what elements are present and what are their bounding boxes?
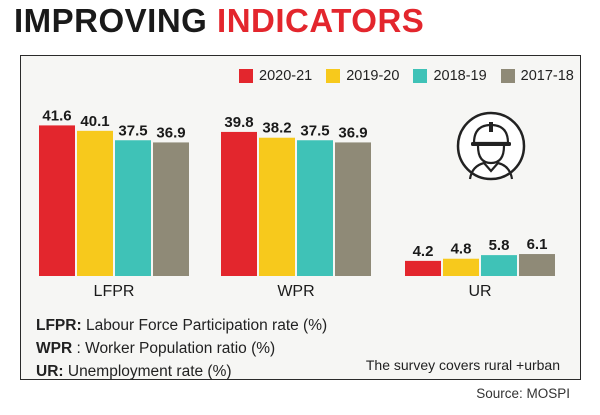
data-label: 4.8 (451, 241, 472, 258)
bar-lfpr-2018-19 (115, 140, 151, 276)
data-label: 6.1 (527, 236, 548, 253)
title-part-2: INDICATORS (217, 2, 425, 39)
note-text: : Worker Population ratio (%) (72, 340, 276, 357)
chart-panel: 2020-21 2019-20 2018-19 2017-18 41.6 40.1… (20, 55, 581, 380)
note-abbr: UR: (36, 363, 64, 380)
data-label: 40.1 (80, 113, 109, 130)
legend-label: 2020-21 (259, 68, 313, 84)
bar-wpr-2017-18 (335, 142, 371, 276)
data-label: 4.2 (413, 243, 434, 260)
survey-note: The survey covers rural +urban (365, 357, 560, 373)
data-label: 38.2 (262, 120, 291, 137)
legend-label: 2019-20 (346, 68, 400, 84)
bar-lfpr-2017-18 (153, 142, 189, 276)
category-label: UR (468, 283, 491, 300)
bar-lfpr-2019-20 (77, 130, 113, 276)
legend-swatch (413, 69, 428, 83)
note-lfpr: LFPR: Labour Force Participation rate (%… (36, 314, 327, 337)
legend-swatch (326, 69, 341, 83)
note-text: Labour Force Participation rate (%) (81, 317, 328, 334)
category-label: LFPR (94, 283, 135, 300)
construction-worker-icon (456, 111, 526, 181)
note-abbr: LFPR: (36, 317, 82, 334)
data-label: 37.5 (118, 122, 147, 139)
bar-wpr-2019-20 (259, 137, 295, 276)
bar-ur-2020-21 (405, 260, 441, 276)
legend-label: 2018-19 (433, 68, 487, 84)
note-wpr: WPR : Worker Population ratio (%) (36, 337, 327, 360)
note-text: Unemployment rate (%) (63, 363, 232, 380)
note-ur: UR: Unemployment rate (%) (36, 360, 327, 383)
notes: LFPR: Labour Force Participation rate (%… (36, 314, 327, 383)
bar-wpr-2020-21 (221, 131, 257, 276)
legend-item-2017-18: 2017-18 (500, 68, 574, 84)
category-label: WPR (277, 283, 314, 300)
legend-item-2019-20: 2019-20 (326, 68, 399, 84)
bar-ur-2017-18 (519, 254, 555, 276)
note-abbr: WPR (36, 340, 73, 357)
bar-lfpr-2020-21 (39, 125, 75, 277)
bar-wpr-2018-19 (297, 140, 333, 276)
legend: 2020-21 2019-20 2018-19 2017-18 (239, 68, 574, 84)
legend-swatch (500, 69, 515, 83)
data-label: 5.8 (489, 237, 510, 254)
data-label: 41.6 (42, 107, 71, 124)
bar-chart: 41.6 40.1 37.5 36.9 LFPR 39.8 38.2 37.5 36.9 WPR 4… (39, 107, 555, 300)
data-label: 37.5 (300, 122, 329, 139)
chart-title: IMPROVING INDICATORS (14, 2, 424, 40)
title-part-1: IMPROVING (14, 2, 208, 39)
data-label: 36.9 (156, 124, 185, 141)
legend-swatch (239, 69, 253, 83)
bar-ur-2018-19 (481, 255, 517, 276)
legend-item-2018-19: 2018-19 (413, 68, 487, 84)
source-note: Source: MOSPI (476, 386, 570, 401)
data-label: 39.8 (224, 114, 253, 131)
bar-ur-2019-20 (443, 258, 479, 276)
legend-item-2020-21: 2020-21 (239, 68, 312, 84)
data-label: 36.9 (338, 124, 367, 141)
legend-label: 2017-18 (520, 68, 574, 84)
